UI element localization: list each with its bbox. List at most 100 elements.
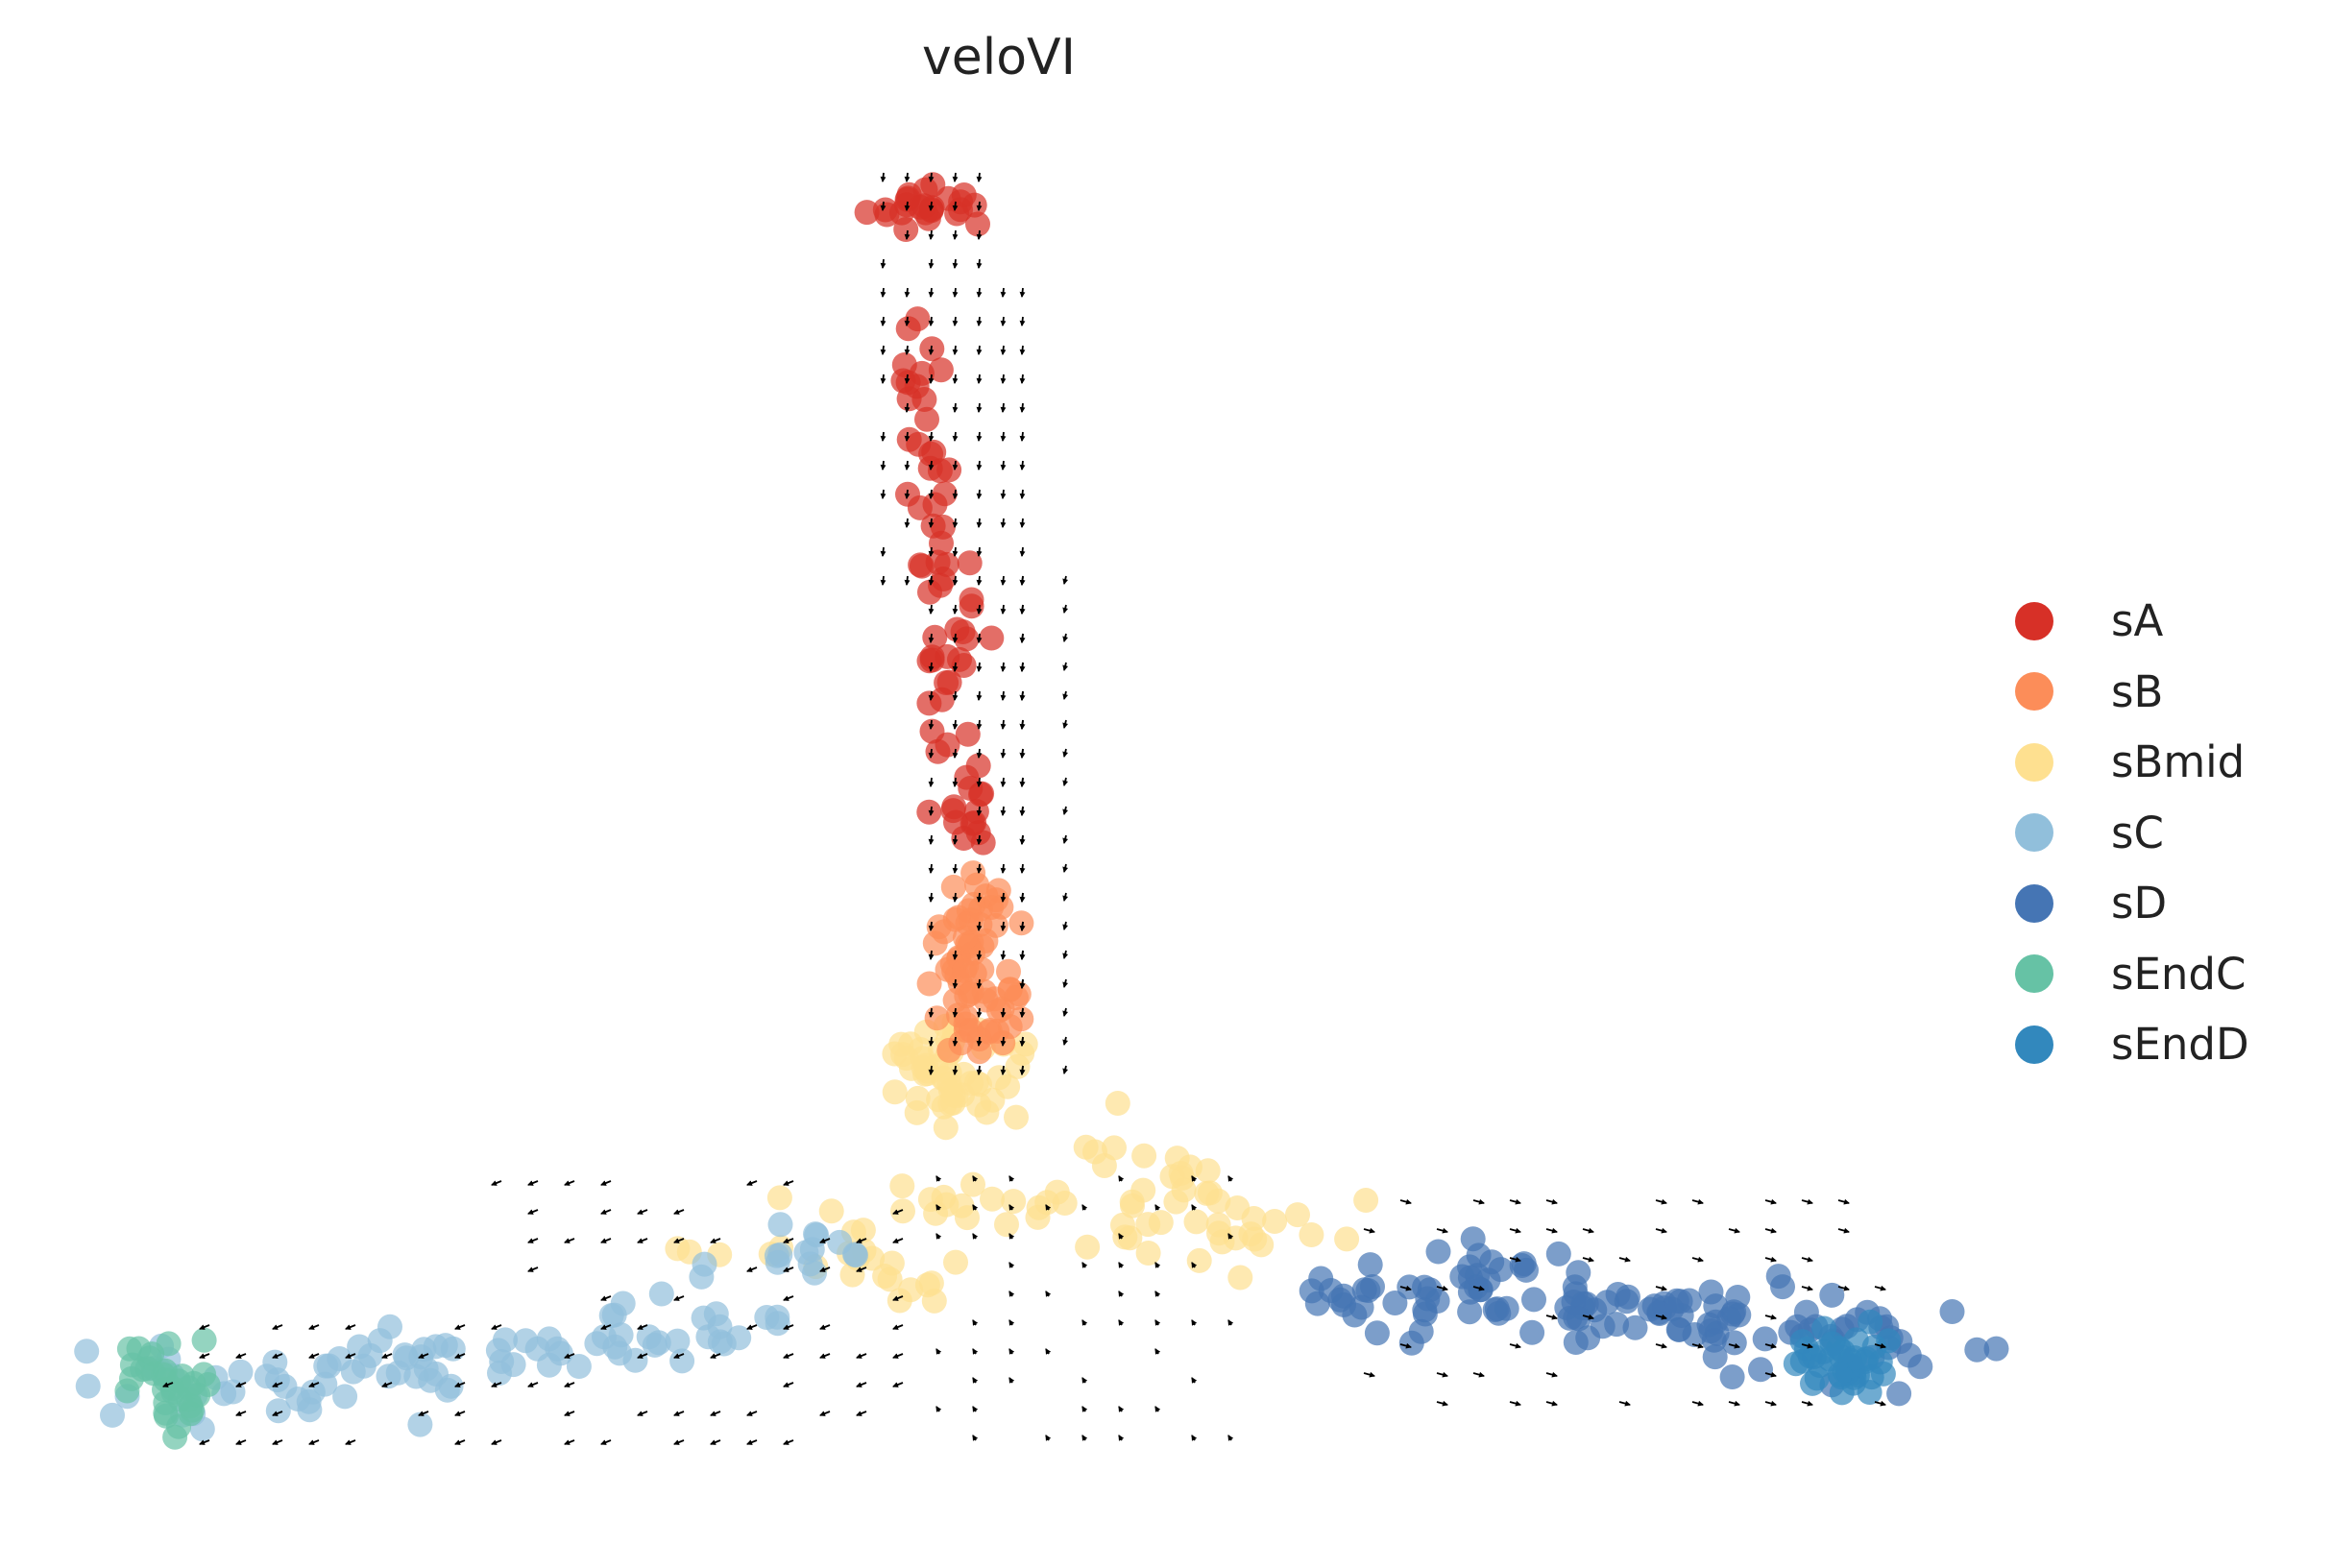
data-point-sD bbox=[1425, 1239, 1451, 1265]
velocity-arrow bbox=[308, 1353, 320, 1359]
velocity-arrow bbox=[1019, 374, 1026, 384]
velocity-arrow bbox=[345, 1324, 356, 1330]
data-point-sD bbox=[1896, 1342, 1922, 1368]
data-point-sC bbox=[265, 1398, 291, 1424]
data-point-sD bbox=[1886, 1381, 1912, 1407]
velocity-arrow bbox=[1399, 1342, 1412, 1349]
velocity-arrow bbox=[1728, 1342, 1740, 1349]
data-point-sBmid bbox=[1299, 1222, 1324, 1247]
velocity-arrow bbox=[819, 1353, 831, 1359]
velocity-arrow bbox=[928, 316, 935, 326]
velocity-arrow bbox=[1019, 460, 1026, 470]
velocity-arrow bbox=[381, 1382, 393, 1387]
velocity-arrow bbox=[564, 1439, 575, 1445]
velocity-arrow bbox=[952, 546, 959, 557]
data-point-sEndC bbox=[162, 1424, 188, 1450]
velocity-arrow bbox=[976, 258, 983, 269]
velocity-arrow bbox=[904, 489, 911, 499]
velocity-arrow bbox=[976, 834, 983, 845]
velocity-arrow bbox=[1509, 1227, 1521, 1234]
data-point-sD bbox=[1725, 1285, 1751, 1310]
velocity-arrow bbox=[1874, 1400, 1886, 1407]
data-point-sD bbox=[1566, 1260, 1591, 1286]
data-point-sD bbox=[1605, 1282, 1631, 1307]
velocity-arrow bbox=[952, 719, 959, 730]
velocity-arrow bbox=[952, 489, 959, 499]
data-point-sA bbox=[965, 211, 990, 237]
data-point-sBmid bbox=[951, 1061, 977, 1087]
velocity-arrow bbox=[928, 1065, 935, 1075]
data-point-sBmid bbox=[1025, 1204, 1051, 1230]
data-point-sBmid bbox=[1130, 1177, 1156, 1203]
data-point-sBmid bbox=[1195, 1158, 1221, 1184]
velocity-arrow bbox=[856, 1353, 867, 1359]
velocity-arrow bbox=[928, 1036, 935, 1047]
velocity-arrow bbox=[1062, 863, 1069, 873]
velocity-arrow bbox=[1019, 950, 1026, 960]
velocity-arrow bbox=[976, 748, 983, 759]
data-point-sB bbox=[924, 1005, 950, 1031]
velocity-arrow bbox=[527, 1266, 539, 1272]
data-point-sA bbox=[979, 625, 1005, 651]
velocity-arrow bbox=[1062, 806, 1069, 815]
velocity-arrow bbox=[1154, 1204, 1161, 1211]
data-point-sEndD bbox=[1800, 1370, 1825, 1396]
velocity-arrow bbox=[1509, 1256, 1521, 1263]
velocity-arrow bbox=[1062, 604, 1069, 614]
velocity-arrow bbox=[976, 546, 983, 557]
velocity-arrow bbox=[976, 518, 983, 528]
data-point-sBmid bbox=[1012, 1031, 1038, 1057]
velocity-arrow bbox=[1227, 1319, 1234, 1326]
data-point-sD bbox=[1408, 1318, 1434, 1344]
data-point-sEndC bbox=[176, 1375, 202, 1401]
velocity-arrow bbox=[1801, 1400, 1813, 1407]
data-point-sA bbox=[893, 217, 919, 242]
velocity-arrow bbox=[673, 1238, 685, 1243]
velocity-arrow bbox=[783, 1324, 794, 1330]
velocity-arrow bbox=[928, 748, 935, 759]
data-point-sD bbox=[1521, 1287, 1546, 1313]
velocity-arrow bbox=[928, 604, 935, 615]
data-point-sC bbox=[385, 1360, 411, 1386]
velocity-arrow bbox=[1436, 1227, 1448, 1234]
velocity-arrow bbox=[1691, 1198, 1704, 1205]
data-point-sEndD bbox=[1829, 1380, 1855, 1406]
velocity-arrow bbox=[1000, 316, 1007, 326]
velocity-arrow bbox=[1545, 1371, 1558, 1378]
velocity-arrow bbox=[880, 489, 887, 499]
data-point-sB bbox=[997, 1014, 1023, 1040]
velocity-arrow bbox=[710, 1411, 721, 1416]
data-point-sD bbox=[1342, 1302, 1368, 1328]
data-point-sB bbox=[1004, 985, 1029, 1010]
velocity-arrow bbox=[952, 258, 959, 269]
data-point-sC bbox=[804, 1222, 830, 1248]
velocity-arrow bbox=[1019, 1007, 1026, 1018]
velocity-arrow bbox=[972, 1377, 979, 1384]
velocity-arrow bbox=[308, 1382, 320, 1387]
velocity-arrow bbox=[1436, 1400, 1448, 1407]
velocity-arrow bbox=[454, 1411, 466, 1416]
data-point-sC bbox=[313, 1353, 339, 1379]
velocity-arrow bbox=[1801, 1256, 1813, 1263]
data-point-sD bbox=[1357, 1252, 1383, 1278]
velocity-arrow bbox=[952, 172, 959, 182]
velocity-arrow bbox=[976, 719, 983, 730]
velocity-arrow bbox=[1118, 1175, 1125, 1182]
velocity-arrow bbox=[880, 546, 887, 557]
data-point-sEndC bbox=[139, 1341, 165, 1367]
data-point-sEndD bbox=[1842, 1345, 1868, 1371]
velocity-arrow bbox=[1509, 1400, 1521, 1407]
data-point-sD bbox=[1457, 1265, 1483, 1291]
data-point-sBmid bbox=[1242, 1226, 1268, 1252]
data-point-sA bbox=[912, 177, 938, 203]
velocity-arrow bbox=[935, 1233, 942, 1240]
velocity-arrow bbox=[904, 201, 911, 211]
legend-label: sC bbox=[2111, 807, 2164, 858]
velocity-arrow bbox=[1582, 1227, 1594, 1234]
data-point-sB bbox=[952, 925, 978, 951]
velocity-arrow bbox=[1118, 1406, 1125, 1412]
velocity-arrow bbox=[1764, 1198, 1777, 1205]
data-point-sD bbox=[1702, 1344, 1728, 1370]
data-point-sC bbox=[220, 1379, 246, 1405]
velocity-arrow bbox=[1019, 978, 1026, 989]
